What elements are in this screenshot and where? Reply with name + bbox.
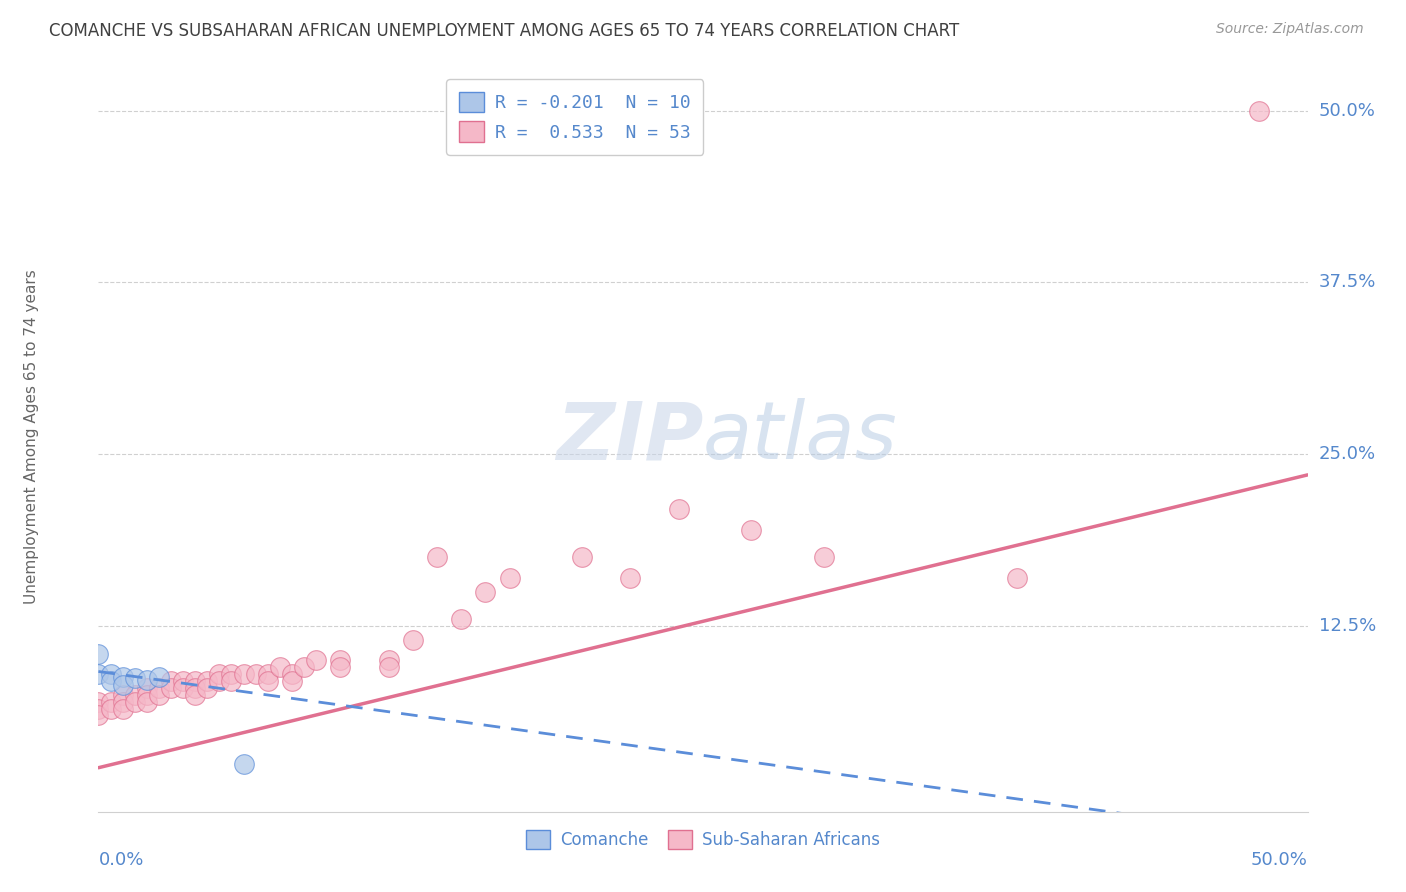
- Point: [111, 695, 134, 709]
- Text: COMANCHE VS SUBSAHARAN AFRICAN UNEMPLOYMENT AMONG AGES 65 TO 74 YEARS CORRELATIO: COMANCHE VS SUBSAHARAN AFRICAN UNEMPLOYM…: [49, 22, 959, 40]
- Point: [668, 502, 690, 516]
- Point: [232, 667, 254, 681]
- Point: [111, 678, 134, 692]
- Point: [184, 674, 207, 689]
- Point: [184, 681, 207, 695]
- Point: [329, 653, 352, 667]
- Point: [571, 550, 593, 565]
- Point: [111, 688, 134, 702]
- Point: [135, 673, 157, 687]
- Point: [135, 688, 157, 702]
- Point: [281, 667, 304, 681]
- Point: [87, 695, 110, 709]
- Point: [426, 550, 449, 565]
- Point: [1007, 571, 1029, 585]
- Point: [232, 756, 254, 771]
- Text: 25.0%: 25.0%: [1319, 445, 1376, 463]
- Point: [100, 667, 122, 681]
- Point: [256, 667, 278, 681]
- Point: [87, 708, 110, 723]
- Point: [377, 660, 399, 674]
- Point: [135, 695, 157, 709]
- Point: [148, 670, 170, 684]
- Text: Unemployment Among Ages 65 to 74 years: Unemployment Among Ages 65 to 74 years: [24, 269, 39, 605]
- Text: 12.5%: 12.5%: [1319, 617, 1376, 635]
- Point: [124, 695, 146, 709]
- Point: [124, 688, 146, 702]
- Point: [87, 701, 110, 715]
- Text: atlas: atlas: [703, 398, 898, 476]
- Point: [100, 701, 122, 715]
- Text: ZIP: ZIP: [555, 398, 703, 476]
- Text: 0.0%: 0.0%: [98, 851, 143, 869]
- Point: [100, 695, 122, 709]
- Point: [450, 612, 472, 626]
- Point: [305, 653, 328, 667]
- Point: [813, 550, 835, 565]
- Text: Source: ZipAtlas.com: Source: ZipAtlas.com: [1216, 22, 1364, 37]
- Point: [148, 688, 170, 702]
- Point: [172, 674, 194, 689]
- Point: [402, 632, 425, 647]
- Point: [281, 674, 304, 689]
- Point: [221, 667, 243, 681]
- Point: [195, 681, 218, 695]
- Point: [208, 667, 231, 681]
- Point: [619, 571, 641, 585]
- Point: [124, 671, 146, 685]
- Point: [87, 647, 110, 661]
- Point: [245, 667, 267, 681]
- Point: [221, 674, 243, 689]
- Point: [87, 667, 110, 681]
- Point: [195, 674, 218, 689]
- Point: [269, 660, 291, 674]
- Point: [111, 670, 134, 684]
- Point: [329, 660, 352, 674]
- Point: [377, 653, 399, 667]
- Point: [740, 523, 762, 537]
- Point: [100, 674, 122, 689]
- Point: [135, 681, 157, 695]
- Point: [160, 674, 183, 689]
- Point: [160, 681, 183, 695]
- Text: 50.0%: 50.0%: [1319, 102, 1375, 120]
- Point: [111, 701, 134, 715]
- Point: [292, 660, 315, 674]
- Point: [148, 681, 170, 695]
- Point: [498, 571, 520, 585]
- Point: [1249, 103, 1271, 118]
- Text: 37.5%: 37.5%: [1319, 274, 1376, 292]
- Point: [474, 584, 496, 599]
- Point: [256, 674, 278, 689]
- Point: [208, 674, 231, 689]
- Point: [172, 681, 194, 695]
- Legend: Comanche, Sub-Saharan Africans: Comanche, Sub-Saharan Africans: [520, 823, 886, 855]
- Text: 50.0%: 50.0%: [1251, 851, 1308, 869]
- Point: [184, 688, 207, 702]
